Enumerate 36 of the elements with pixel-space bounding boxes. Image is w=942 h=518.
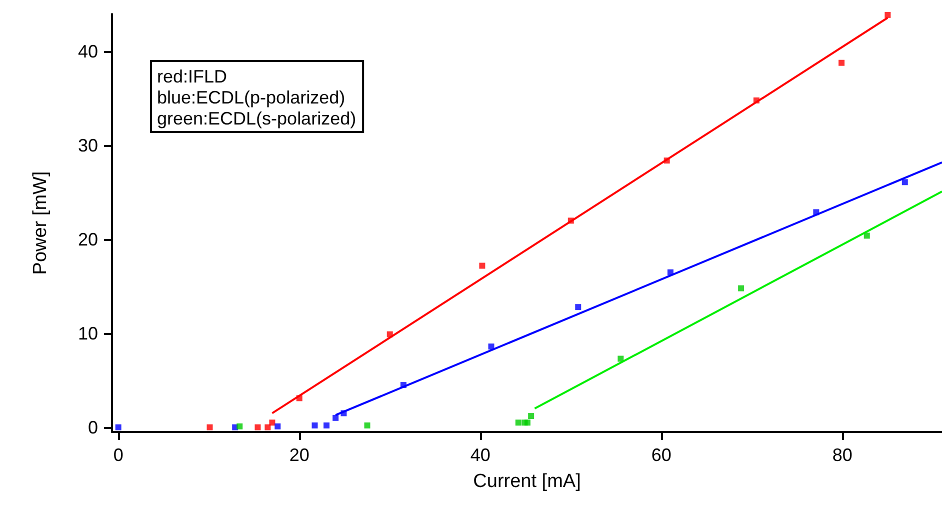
point xyxy=(902,179,908,186)
point xyxy=(236,423,243,430)
y-axis-title: Power [mW] xyxy=(30,171,51,275)
point xyxy=(364,422,370,428)
point xyxy=(488,344,494,350)
x-tick-label: 60 xyxy=(651,445,672,465)
point xyxy=(618,356,624,362)
y-tick-label: 10 xyxy=(78,323,98,344)
point xyxy=(324,422,330,428)
point xyxy=(274,423,281,430)
point xyxy=(575,304,582,310)
point xyxy=(884,12,891,18)
x-tick-label: 0 xyxy=(113,445,124,465)
point xyxy=(206,424,213,430)
y-tick-label: 0 xyxy=(88,417,98,438)
point xyxy=(332,414,339,421)
x-tick-label: 20 xyxy=(289,445,310,465)
point xyxy=(515,420,522,426)
y-tick-label: 40 xyxy=(78,42,98,62)
y-tick-label: 20 xyxy=(78,229,98,250)
x-tick-label: 40 xyxy=(470,445,490,465)
annotation: red:IFLD blue:ECDL(p-polarized) green:ECDL(s-polarized) xyxy=(157,66,356,128)
point xyxy=(269,420,276,426)
point xyxy=(115,424,122,430)
point xyxy=(312,422,318,428)
point xyxy=(479,262,486,269)
x-axis-title: Current [mA] xyxy=(473,471,581,492)
point xyxy=(838,60,845,66)
x-tick-label: 80 xyxy=(832,445,852,465)
point xyxy=(264,424,271,430)
point xyxy=(864,232,870,239)
point xyxy=(254,424,261,430)
point xyxy=(738,285,744,292)
y-tick-label: 30 xyxy=(78,136,98,156)
point xyxy=(524,420,530,426)
point xyxy=(528,413,534,420)
